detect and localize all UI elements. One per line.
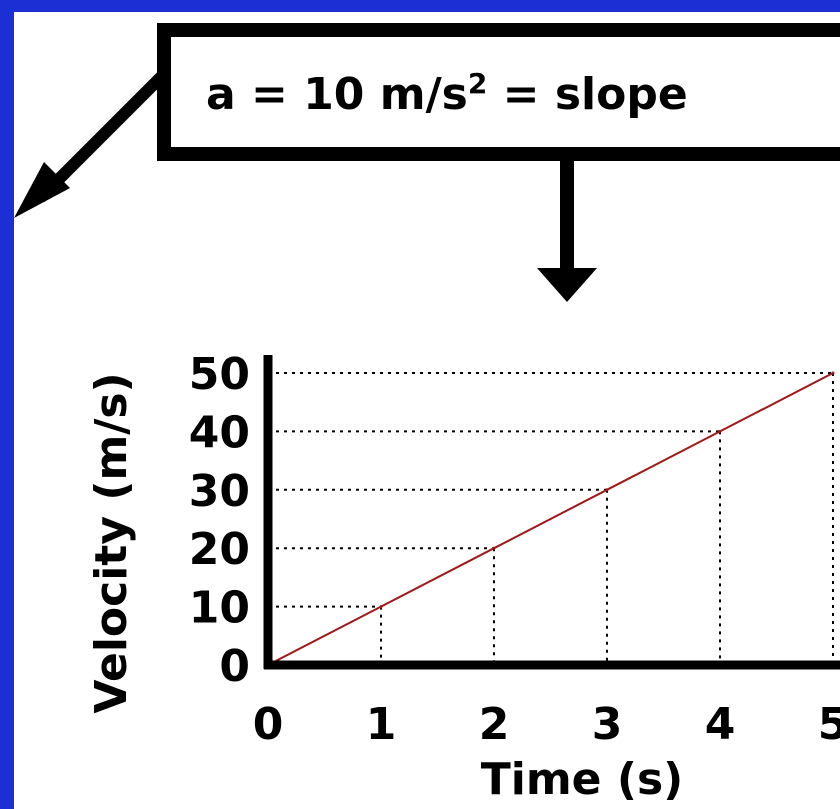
x-tick-labels: 0 1 2 3 4 5: [253, 699, 840, 750]
x-tick-label: 1: [366, 699, 397, 750]
data-point: [605, 488, 609, 492]
y-tick-label: 0: [219, 641, 250, 692]
y-axis-title: Velocity (m/s): [86, 372, 137, 713]
x-tick-label: 2: [479, 699, 510, 750]
x-tick-label: 4: [705, 699, 736, 750]
diagonal-arrow: [14, 69, 169, 218]
x-axis-title: Time (s): [481, 754, 684, 805]
series-line: [267, 372, 834, 666]
axes: [263, 355, 840, 670]
grid-lines: [268, 372, 834, 665]
x-tick-label: 0: [253, 699, 284, 750]
y-tick-label: 10: [189, 583, 250, 634]
chart-svg: a = 10 m/s2 = slope 0 10 20 30 40 50 0 1 2 3 4 5 V…: [14, 23, 840, 805]
y-tick-labels: 0 10 20 30 40 50: [189, 349, 250, 692]
x-tick-label: 5: [818, 699, 840, 750]
data-point: [718, 429, 722, 433]
y-tick-label: 20: [189, 524, 250, 575]
x-tick-label: 3: [592, 699, 623, 750]
slide-panel: a = 10 m/s2 = slope 0 10 20 30 40 50 0 1 2 3 4 5 V…: [14, 12, 840, 809]
down-arrow: [537, 160, 597, 302]
series-line-group: [266, 371, 835, 667]
y-tick-label: 30: [189, 466, 250, 517]
y-tick-label: 50: [189, 349, 250, 400]
slope-annotation: a = 10 m/s2 = slope: [157, 23, 840, 161]
data-point: [492, 546, 496, 550]
y-tick-label: 40: [189, 407, 250, 458]
data-point: [379, 605, 383, 609]
annotation-text: a = 10 m/s2 = slope: [206, 67, 688, 120]
data-point: [831, 371, 835, 375]
